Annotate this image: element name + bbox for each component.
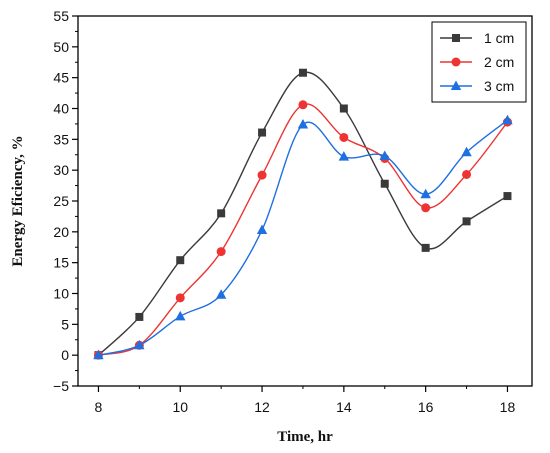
- y-tick-label: 55: [53, 8, 69, 24]
- data-point: [257, 170, 267, 180]
- x-tick-label: 10: [172, 399, 188, 415]
- data-point: [258, 128, 267, 137]
- data-point: [379, 150, 390, 160]
- data-point: [217, 209, 226, 218]
- y-tick-label: 0: [61, 347, 69, 363]
- y-tick-label: 45: [53, 70, 69, 86]
- data-point: [461, 146, 472, 157]
- x-tick-label: 16: [418, 399, 434, 415]
- legend-marker: [450, 80, 462, 90]
- legend: 1 cm 2 cm 3 cm: [431, 21, 527, 103]
- data-point: [339, 132, 349, 142]
- data-point: [175, 310, 186, 321]
- data-point: [420, 188, 431, 199]
- data-point: [339, 104, 348, 113]
- y-tick-label: 35: [53, 131, 69, 147]
- series-3: [93, 114, 513, 360]
- axes: −5 0 5 10 15 20 25 30 35 40 45 50 55 8 10 12 14 16 18: [53, 8, 533, 415]
- legend-item: 1 cm: [440, 30, 514, 46]
- legend-label: 3 cm: [484, 78, 514, 94]
- x-axis-title: Time, hr: [277, 429, 333, 445]
- data-point: [135, 312, 144, 321]
- data-point: [298, 100, 308, 110]
- data-point: [462, 217, 471, 226]
- data-point: [503, 192, 512, 201]
- series-group: [93, 68, 513, 360]
- x-tick-label: 8: [95, 399, 103, 415]
- y-tick-label: 30: [53, 162, 69, 178]
- series-2: [93, 100, 512, 360]
- y-tick-label: 40: [53, 101, 69, 117]
- data-point: [215, 289, 227, 299]
- y-tick-label: 25: [53, 193, 69, 209]
- series-line: [98, 103, 509, 356]
- legend-marker: [452, 34, 460, 42]
- y-tick-label: −5: [53, 378, 69, 394]
- legend-marker: [451, 57, 461, 67]
- data-point: [298, 68, 307, 77]
- data-point: [93, 349, 104, 360]
- y-tick-label: 20: [53, 224, 69, 240]
- legend-label: 2 cm: [484, 54, 514, 70]
- y-tick-label: 50: [53, 39, 69, 55]
- data-point: [338, 151, 350, 161]
- data-point: [462, 169, 472, 179]
- legend-label: 1 cm: [484, 30, 514, 46]
- y-tick-label: 5: [61, 316, 69, 332]
- x-tick-label: 18: [500, 399, 516, 415]
- data-point: [421, 243, 430, 252]
- data-point: [256, 224, 268, 234]
- y-axis-title: Energy Eficiency, %: [10, 135, 26, 266]
- data-point: [134, 339, 145, 350]
- data-point: [216, 247, 226, 257]
- legend-item: 3 cm: [440, 78, 514, 94]
- y-tick-label: 10: [53, 286, 69, 302]
- data-point: [502, 114, 513, 125]
- legend-item: 2 cm: [440, 54, 514, 70]
- data-point: [176, 256, 185, 265]
- series-line: [98, 119, 508, 356]
- series-line: [97, 71, 508, 356]
- x-tick-label: 14: [336, 399, 352, 415]
- y-tick-label: 15: [53, 255, 69, 271]
- data-point: [297, 119, 309, 129]
- x-tick-label: 12: [254, 399, 270, 415]
- data-point: [175, 293, 185, 303]
- data-point: [380, 179, 389, 188]
- data-point: [421, 203, 431, 213]
- series-1: [94, 68, 512, 360]
